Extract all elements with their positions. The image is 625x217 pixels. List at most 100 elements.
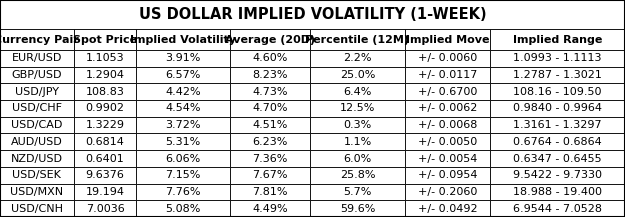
Text: 4.70%: 4.70% [253,103,288,113]
Bar [310,117,405,133]
Text: 4.42%: 4.42% [165,87,201,97]
Bar [0,150,74,167]
Bar [490,50,625,67]
Bar [74,200,136,217]
Bar [405,117,490,133]
Bar [136,50,230,67]
Text: 7.0036: 7.0036 [86,204,124,214]
Bar [310,100,405,117]
Text: +/- 0.0050: +/- 0.0050 [418,137,477,147]
Bar [405,29,490,50]
Text: 1.2904: 1.2904 [86,70,124,80]
Text: Implied Move: Implied Move [406,35,489,45]
Text: 6.0%: 6.0% [343,153,372,164]
Text: 6.57%: 6.57% [166,70,201,80]
Text: 0.3%: 0.3% [343,120,372,130]
Bar [230,167,310,184]
Text: 1.0993 - 1.1113: 1.0993 - 1.1113 [513,53,602,63]
Bar [405,83,490,100]
Bar [136,150,230,167]
Text: 0.6347 - 0.6455: 0.6347 - 0.6455 [513,153,602,164]
Bar [230,184,310,200]
Text: 1.2787 - 1.3021: 1.2787 - 1.3021 [513,70,602,80]
Text: 0.6764 - 0.6864: 0.6764 - 0.6864 [513,137,602,147]
Text: +/- 0.6700: +/- 0.6700 [418,87,478,97]
Bar [230,29,310,50]
Text: USD/SEK: USD/SEK [12,170,61,180]
Bar [310,29,405,50]
Bar [136,167,230,184]
Bar [136,184,230,200]
Bar [405,50,490,67]
Bar [230,133,310,150]
Text: 7.81%: 7.81% [253,187,288,197]
Text: 1.1053: 1.1053 [86,53,124,63]
Bar [310,200,405,217]
Bar [74,67,136,83]
Bar [0,133,74,150]
Text: 6.9544 - 7.0528: 6.9544 - 7.0528 [513,204,602,214]
Bar [0,67,74,83]
Bar [136,133,230,150]
Bar [136,29,230,50]
Bar [310,67,405,83]
Bar [230,50,310,67]
Bar [490,83,625,100]
Bar [0,167,74,184]
Bar [230,150,310,167]
Text: 19.194: 19.194 [86,187,124,197]
Bar [405,133,490,150]
Bar [310,150,405,167]
Bar [405,184,490,200]
Text: 108.16 - 109.50: 108.16 - 109.50 [513,87,602,97]
Text: 6.23%: 6.23% [253,137,288,147]
Bar [405,150,490,167]
Text: 7.36%: 7.36% [253,153,288,164]
Text: 12.5%: 12.5% [340,103,375,113]
Bar [405,167,490,184]
Bar [74,83,136,100]
Text: USD/CNH: USD/CNH [11,204,63,214]
Text: 0.9902: 0.9902 [86,103,124,113]
Bar [0,29,74,50]
Bar [490,29,625,50]
Bar [74,184,136,200]
Text: +/- 0.2060: +/- 0.2060 [418,187,478,197]
Bar [74,167,136,184]
Bar [74,117,136,133]
Bar [490,200,625,217]
Text: EUR/USD: EUR/USD [12,53,62,63]
Bar [230,100,310,117]
Bar [490,117,625,133]
Bar [0,83,74,100]
Text: USD/CAD: USD/CAD [11,120,62,130]
Text: 6.4%: 6.4% [343,87,372,97]
Text: Average (20D): Average (20D) [225,35,315,45]
Text: 0.6401: 0.6401 [86,153,124,164]
Bar [136,200,230,217]
Text: USD/JPY: USD/JPY [15,87,59,97]
Bar [405,100,490,117]
Bar [405,200,490,217]
Text: 59.6%: 59.6% [340,204,375,214]
Bar [74,29,136,50]
Text: Implied Range: Implied Range [512,35,602,45]
Bar [490,67,625,83]
Text: GBP/USD: GBP/USD [12,70,62,80]
Text: 18.988 - 19.400: 18.988 - 19.400 [513,187,602,197]
Text: 3.91%: 3.91% [166,53,201,63]
Text: 108.83: 108.83 [86,87,124,97]
Bar [490,100,625,117]
Bar [136,117,230,133]
Text: +/- 0.0492: +/- 0.0492 [418,204,478,214]
Bar [136,83,230,100]
Bar [74,100,136,117]
Text: 5.08%: 5.08% [166,204,201,214]
Text: AUD/USD: AUD/USD [11,137,62,147]
Bar [0,50,74,67]
Text: +/- 0.0954: +/- 0.0954 [418,170,478,180]
Bar [74,133,136,150]
Bar [230,83,310,100]
Text: 2.2%: 2.2% [343,53,372,63]
Bar [490,184,625,200]
